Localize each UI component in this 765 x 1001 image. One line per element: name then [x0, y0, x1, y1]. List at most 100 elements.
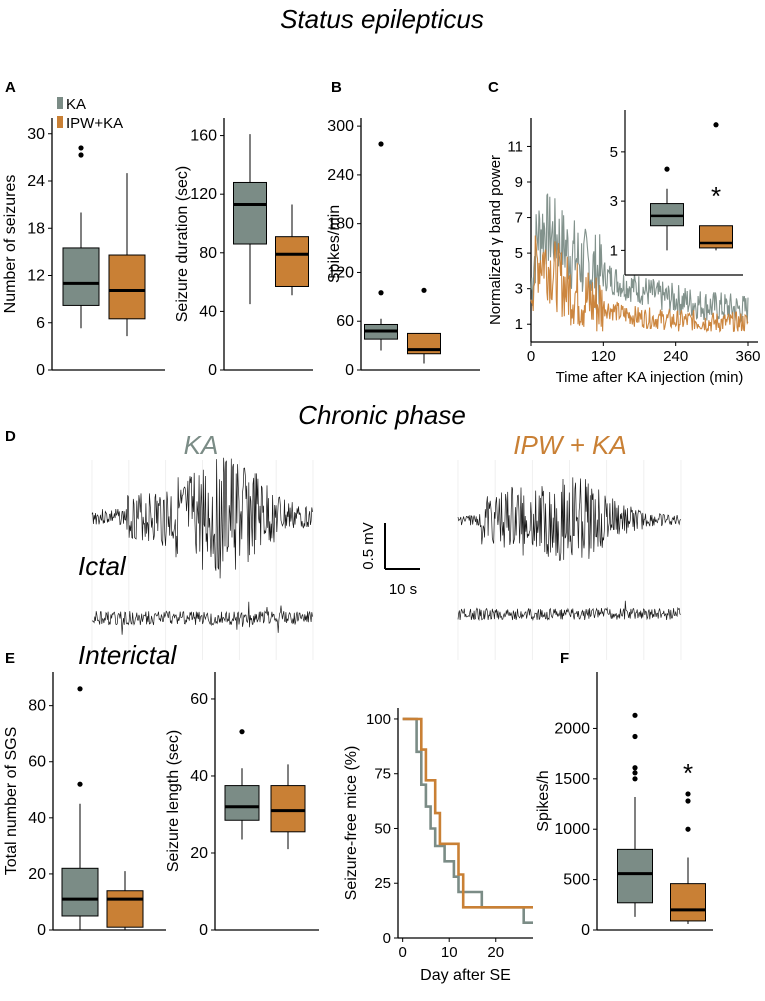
- chart-a2-ipw-ka-box: [275, 236, 309, 287]
- chart-e1-ipw-ka-box: [106, 890, 144, 928]
- chart-a1-tick-label-18: 18: [27, 220, 45, 237]
- chart-e1-tick-label-0: 0: [37, 922, 46, 939]
- chronic-title: Chronic phase: [298, 400, 466, 430]
- trace-ka-interictal: [91, 601, 313, 635]
- chart-f-tick-label-1500: 1500: [554, 771, 590, 788]
- chart-e2-ipw-ka-box: [270, 785, 306, 833]
- chart-e2-tick-label-60: 60: [190, 691, 208, 708]
- trace-ka-ictal: [91, 457, 313, 579]
- chart-f-tick-label-1000: 1000: [554, 821, 590, 838]
- chart-e3-ytick-label-100: 100: [366, 711, 391, 728]
- panel-letter-d: D: [5, 428, 16, 445]
- chart-a1-tick-label-12: 12: [27, 268, 45, 285]
- chart-e1-tick-label-20: 20: [28, 866, 46, 883]
- legend: KA IPW+KA: [57, 96, 123, 132]
- trace-waveforms: [91, 457, 682, 660]
- trace-ipw-interictal: [457, 600, 681, 622]
- chart-a2-tick-label-40: 40: [199, 303, 217, 320]
- panel-letter-e: E: [5, 650, 15, 667]
- chart-e1-tick-label-40: 40: [28, 810, 46, 827]
- chart-b-spikes-per-min: 0 60 120 180 240 300 Spikes/min: [326, 118, 480, 379]
- chart-e3-ylabel: Seizure-free mice (%): [343, 746, 360, 901]
- panel-letter-b: B: [331, 79, 342, 96]
- chart-f-ylabel: Spikes/h: [535, 770, 552, 831]
- chart-f-ipw-ka-outlier-1: [685, 798, 691, 804]
- chart-c-ytick-label-9: 9: [515, 174, 523, 191]
- chart-b-tick-label-60: 60: [336, 313, 354, 330]
- chart-e3-xtick-label-10: 10: [441, 944, 458, 961]
- chart-e1-ylabel: Total number of SGS: [3, 727, 20, 876]
- chart-a2-tick-label-120: 120: [190, 186, 217, 203]
- chart-f-ipw-ka-outlier-2: [685, 791, 691, 797]
- chart-f-ka-box: [617, 848, 653, 904]
- chart-f-ka-outlier-3: [632, 733, 638, 740]
- ictal-label: Ictal: [78, 551, 127, 581]
- chart-c-inset-background: [625, 110, 743, 275]
- chart-f-tick-label-500: 500: [563, 872, 590, 889]
- chart-e3-ytick-label-75: 75: [374, 766, 391, 783]
- chart-f-significance: *: [683, 758, 693, 788]
- legend-ipw-swatch: [57, 116, 63, 128]
- chart-e3-xtick-label-0: 0: [398, 944, 406, 961]
- chart-e3-series-ka: [402, 717, 533, 924]
- chart-e3-ytick-label-50: 50: [374, 820, 391, 837]
- chart-e3-series-ipw-ka: [402, 717, 533, 909]
- chart-e1-ka-outlier-0: [77, 781, 83, 787]
- chart-b-tick-label-300: 300: [327, 118, 354, 135]
- chart-c-ytick-label-5: 5: [515, 245, 523, 262]
- chart-a1-ipw-ka-box: [108, 254, 146, 320]
- chart-a1-tick-label-0: 0: [36, 362, 45, 379]
- chart-c-inset-tick-label-3: 3: [610, 193, 618, 210]
- chart-a-seizure-duration: 0 40 80 120 160 Seizure duration (sec): [174, 118, 313, 379]
- chart-c-xtick-label-120: 120: [591, 348, 616, 365]
- trace-title-ka: KA: [184, 430, 219, 460]
- chart-c-inset-significance: *: [711, 181, 721, 211]
- chart-a1-tick-label-30: 30: [27, 126, 45, 143]
- chart-b-ylabel: Spikes/min: [326, 205, 343, 283]
- chart-c-ytick-label-11: 11: [507, 138, 523, 155]
- chart-f-ipw-ka-outlier-0: [685, 826, 691, 832]
- chart-f-tick-label-0: 0: [581, 922, 590, 939]
- chart-c-xtick-label-240: 240: [663, 348, 688, 365]
- scale-bar-time-label: 10 s: [389, 581, 417, 598]
- chart-a1-tick-label-24: 24: [27, 173, 45, 190]
- chart-a1-ka-box: [62, 247, 100, 306]
- chart-b-ipw-ka-outlier-0: [421, 287, 427, 293]
- chart-c-ylabel: Normalized γ band power: [487, 155, 504, 325]
- chart-e2-ka-box: [224, 785, 260, 821]
- chart-b-tick-label-180: 180: [327, 216, 354, 233]
- chart-c-ytick-label-7: 7: [515, 210, 523, 227]
- chart-a2-tick-label-80: 80: [199, 245, 217, 262]
- chart-e2-tick-label-20: 20: [190, 845, 208, 862]
- chart-f-tick-label-2000: 2000: [554, 720, 590, 737]
- legend-ka-label: KA: [66, 96, 86, 113]
- chart-e1-ka-outlier-1: [77, 686, 83, 692]
- chart-c-inset-ka-outlier-0: [664, 166, 670, 172]
- status-title: Status epilepticus: [280, 4, 484, 34]
- chart-c-gamma-band-power: 1 3 5 7 9 11 0 120 240 360 Normalized γ band power…: [487, 110, 761, 386]
- scale-bar: 0.5 mV 10 s: [360, 522, 420, 598]
- chart-e-seizure-length: 0 20 40 60 Seizure length (sec): [165, 672, 319, 939]
- chart-e3-ytick-label-25: 25: [374, 875, 391, 892]
- chart-a1-ylabel: Number of seizures: [2, 175, 19, 314]
- chart-b-ka-outlier-0: [378, 290, 384, 296]
- chart-e2-ka-outlier-0: [239, 729, 245, 735]
- chart-c-xlabel: Time after KA injection (min): [556, 369, 744, 386]
- chart-f-ka-outlier-4: [632, 712, 638, 718]
- panel-letter-c: C: [488, 79, 499, 96]
- eeg-traces: KA IPW + KA Ictal Interictal 0.5 mV 10 s: [78, 430, 682, 670]
- chart-f-spikes-per-hour: 0 500 1000 1500 2000 Spikes/h *: [535, 672, 713, 939]
- chart-c-xtick-label-0: 0: [527, 348, 535, 365]
- chart-a2-tick-label-0: 0: [208, 362, 217, 379]
- chart-b-tick-label-120: 120: [327, 264, 354, 281]
- chart-e1-tick-label-80: 80: [28, 698, 46, 715]
- chart-c-ytick-label-1: 1: [515, 316, 523, 333]
- chart-b-ka-outlier-1: [378, 141, 384, 147]
- chart-e-seizure-free-mice: 0 25 50 75 100 0 10 20 Seizure-free mice (%) Day …: [343, 708, 533, 984]
- chart-a2-tick-label-160: 160: [190, 128, 217, 145]
- chart-c-series-ipw-ka: [530, 235, 749, 333]
- chart-c-inset-ipw-ka-outlier-0: [713, 122, 719, 128]
- chart-e2-tick-label-0: 0: [199, 922, 208, 939]
- chart-c-inset-tick-label-5: 5: [610, 144, 618, 161]
- chart-e1-tick-label-60: 60: [28, 754, 46, 771]
